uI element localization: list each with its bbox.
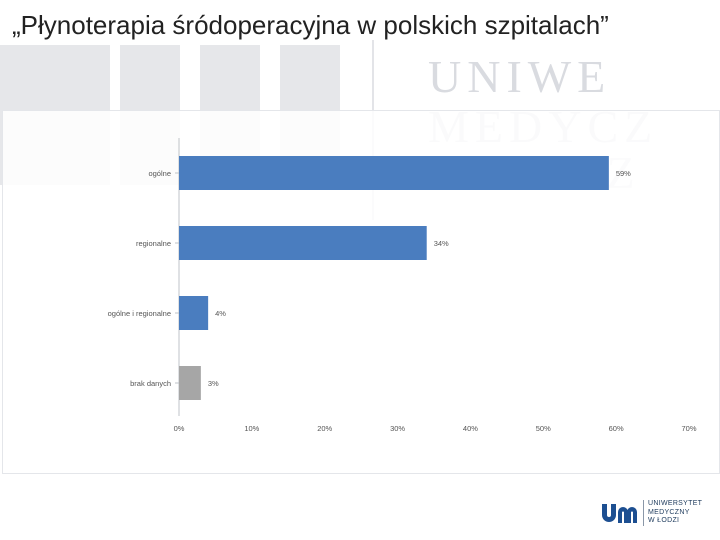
um-logo-mark: [602, 504, 637, 523]
slide-title: „Płynoterapia śródoperacyjna w polskich …: [12, 10, 609, 40]
logo-divider: [643, 500, 644, 526]
logo-line-1: UNIWERSYTET: [648, 500, 703, 507]
x-tick-label: 40%: [463, 424, 478, 433]
logo-line-2: MEDYCZNY: [648, 508, 690, 516]
category-label: regionalne: [136, 239, 171, 248]
x-tick-label: 10%: [244, 424, 259, 433]
category-label: ogólne i regionalne: [108, 309, 171, 318]
bar: [179, 156, 609, 190]
data-label: 3%: [208, 379, 219, 388]
bar: [179, 366, 201, 400]
x-tick-label: 60%: [609, 424, 624, 433]
data-label: 4%: [215, 309, 226, 318]
category-label: ogólne: [148, 169, 171, 178]
x-tick-label: 0%: [174, 424, 185, 433]
university-logo: UNIWERSYTET MEDYCZNY W ŁODZI: [600, 498, 710, 530]
bar: [179, 296, 209, 330]
data-label: 59%: [616, 169, 631, 178]
logo-text: UNIWERSYTET MEDYCZNY W ŁODZI: [648, 500, 710, 526]
logo-line-3: W ŁODZI: [648, 517, 680, 524]
data-label: 34%: [434, 239, 449, 248]
bar: [179, 226, 427, 260]
x-tick-label: 30%: [390, 424, 405, 433]
x-tick-label: 50%: [536, 424, 551, 433]
category-label: brak danych: [130, 379, 171, 388]
x-tick-label: 70%: [681, 424, 696, 433]
x-tick-label: 20%: [317, 424, 332, 433]
